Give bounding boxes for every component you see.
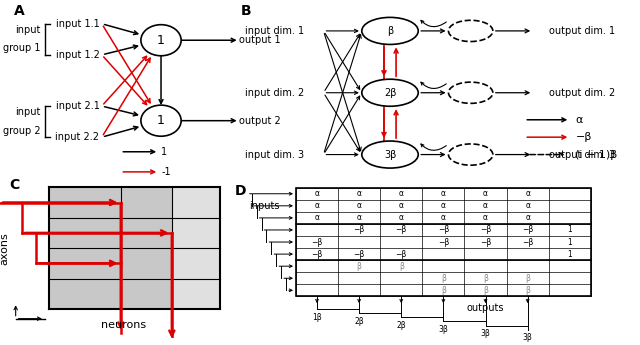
Text: input dim. 2: input dim. 2	[245, 88, 304, 98]
Text: α: α	[399, 214, 404, 223]
Text: β: β	[483, 286, 488, 295]
Bar	[49, 187, 121, 309]
Text: β: β	[356, 262, 362, 271]
Text: 2β: 2β	[396, 321, 406, 330]
Text: group 1: group 1	[3, 43, 40, 53]
Circle shape	[141, 25, 181, 56]
Text: input 2.1: input 2.1	[56, 101, 99, 111]
Text: −β: −β	[438, 226, 449, 235]
Text: α: α	[483, 189, 488, 198]
Text: B: B	[241, 4, 252, 18]
Text: output 2: output 2	[239, 116, 281, 126]
Text: 1: 1	[161, 147, 167, 157]
Text: −β: −β	[396, 249, 407, 259]
Bar	[172, 187, 220, 309]
Circle shape	[362, 17, 419, 45]
Text: α: α	[483, 214, 488, 223]
Text: 2β: 2β	[355, 317, 364, 326]
Text: α: α	[441, 214, 446, 223]
Bar	[296, 188, 591, 296]
Text: α: α	[356, 214, 362, 223]
Text: (i − 1)β: (i − 1)β	[575, 150, 618, 159]
Text: 3β: 3β	[384, 150, 396, 159]
Text: input: input	[15, 25, 40, 35]
Text: −β: −β	[353, 249, 365, 259]
Text: axons: axons	[0, 233, 10, 265]
Text: α: α	[525, 214, 530, 223]
Text: α: α	[483, 201, 488, 210]
Text: output 1: output 1	[239, 35, 281, 45]
Text: β: β	[525, 274, 530, 283]
Text: outputs: outputs	[467, 303, 504, 313]
Text: α: α	[525, 189, 530, 198]
Text: α: α	[314, 201, 319, 210]
Circle shape	[362, 141, 419, 168]
Text: 1β: 1β	[312, 313, 322, 322]
Text: β: β	[441, 274, 446, 283]
Text: β: β	[399, 262, 404, 271]
Circle shape	[141, 105, 181, 136]
Text: β: β	[483, 274, 488, 283]
Text: −β: −β	[522, 226, 533, 235]
Text: input dim. 3: input dim. 3	[245, 150, 304, 159]
Text: −β: −β	[575, 132, 592, 142]
Text: −β: −β	[396, 226, 407, 235]
Text: inputs: inputs	[249, 201, 280, 211]
Text: input 1.2: input 1.2	[56, 50, 99, 60]
Text: neurons: neurons	[100, 320, 146, 330]
Text: −β: −β	[312, 238, 323, 247]
Text: D: D	[234, 185, 246, 198]
Circle shape	[449, 82, 493, 104]
Text: α: α	[399, 189, 404, 198]
Text: 2β: 2β	[384, 88, 396, 98]
Text: C: C	[9, 178, 19, 191]
Text: α: α	[575, 115, 583, 125]
Text: input 2.2: input 2.2	[56, 132, 99, 142]
Text: 1: 1	[157, 114, 165, 127]
Text: α: α	[399, 201, 404, 210]
Text: output dim. 2: output dim. 2	[549, 88, 616, 98]
Circle shape	[449, 20, 493, 41]
Text: 1: 1	[568, 238, 572, 247]
Text: group 2: group 2	[3, 126, 40, 136]
Circle shape	[449, 144, 493, 165]
Circle shape	[362, 79, 419, 106]
Text: input dim. 1: input dim. 1	[245, 26, 304, 36]
Text: α: α	[441, 201, 446, 210]
Text: −β: −β	[480, 238, 491, 247]
Text: α: α	[314, 189, 319, 198]
Text: β: β	[387, 26, 393, 36]
Bar	[121, 187, 172, 309]
Text: output dim. 3: output dim. 3	[549, 150, 616, 159]
Text: −β: −β	[353, 226, 365, 235]
Text: −β: −β	[480, 226, 491, 235]
Text: α: α	[525, 201, 530, 210]
Text: 1: 1	[157, 34, 165, 47]
Text: output dim. 1: output dim. 1	[549, 26, 616, 36]
Text: input 1.1: input 1.1	[56, 19, 99, 29]
Text: β: β	[441, 286, 446, 295]
Text: β: β	[525, 286, 530, 295]
Text: -1: -1	[161, 167, 171, 177]
Text: −β: −β	[522, 238, 533, 247]
Text: α: α	[356, 201, 362, 210]
Text: 3β: 3β	[481, 329, 490, 338]
Text: α: α	[356, 189, 362, 198]
Text: 3β: 3β	[523, 333, 532, 342]
Text: α: α	[314, 214, 319, 223]
Text: 3β: 3β	[438, 325, 448, 334]
Text: input: input	[15, 107, 40, 117]
Text: A: A	[14, 4, 25, 18]
Text: −β: −β	[438, 238, 449, 247]
Text: 1: 1	[568, 249, 572, 259]
Text: 1: 1	[568, 226, 572, 235]
Text: α: α	[441, 189, 446, 198]
Text: −β: −β	[312, 249, 323, 259]
